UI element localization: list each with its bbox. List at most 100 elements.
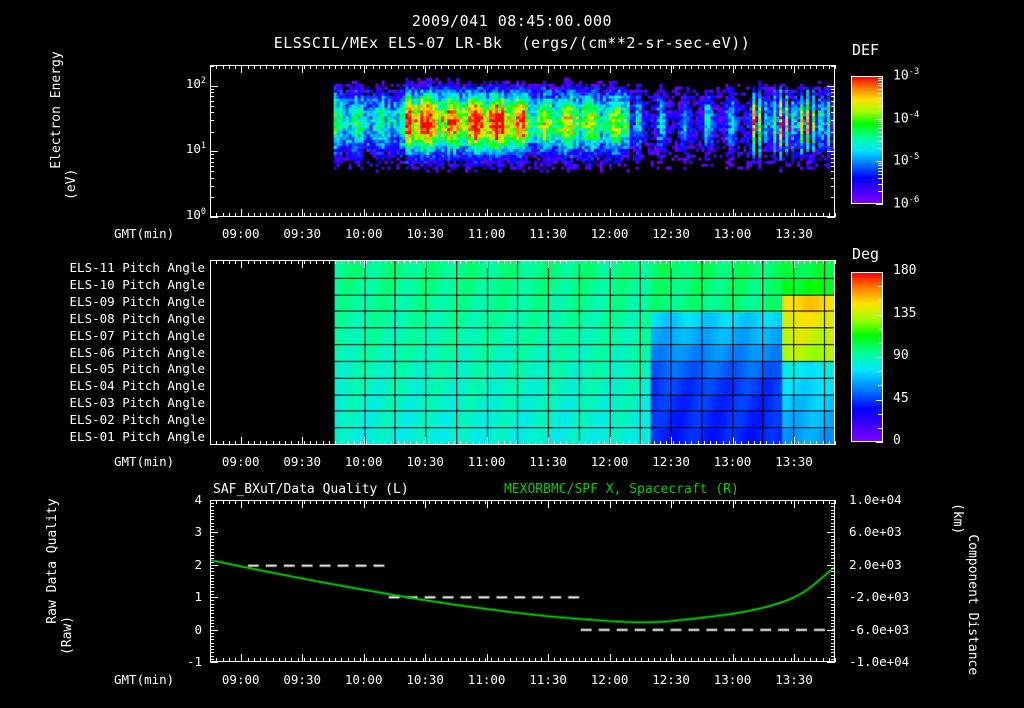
tick-mark <box>404 441 405 445</box>
pitch-angle-panel[interactable] <box>210 260 835 445</box>
tick-mark <box>210 158 214 159</box>
tick-mark <box>798 213 799 217</box>
tick-mark <box>804 441 805 445</box>
electron-energy-spectrogram-panel[interactable] <box>210 65 835 217</box>
panel2-x-tick-label: 13:30 <box>775 454 813 469</box>
tick-mark <box>598 658 599 662</box>
tick-mark <box>831 643 835 644</box>
tick-mark <box>485 65 486 69</box>
tick-mark <box>210 101 214 102</box>
tick-mark <box>685 65 686 69</box>
tick-mark <box>766 441 767 445</box>
tick-mark <box>666 441 667 445</box>
tick-mark <box>210 166 214 167</box>
tick-mark <box>548 65 549 73</box>
tick-mark <box>823 658 824 662</box>
tick-mark <box>260 441 261 445</box>
tick-mark <box>773 65 774 69</box>
tick-mark <box>473 260 474 264</box>
tick-mark <box>210 646 214 647</box>
tick-mark <box>216 65 217 69</box>
tick-mark <box>516 213 517 217</box>
panel3-left-y-tick-label: 4 <box>194 492 202 507</box>
tick-mark <box>710 65 711 69</box>
tick-mark <box>710 260 711 264</box>
tick-mark <box>360 441 361 445</box>
tick-mark <box>454 500 455 504</box>
tick-mark <box>310 260 311 264</box>
tick-mark <box>698 500 699 504</box>
panel1-y-axis-label: Electron Energy (eV) <box>49 51 79 200</box>
tick-mark <box>429 260 430 264</box>
tick-mark <box>673 213 674 217</box>
tick-mark <box>210 441 211 445</box>
tick-mark <box>735 213 736 217</box>
tick-mark <box>223 213 224 217</box>
colorbar-minor-tick <box>878 165 883 166</box>
tick-mark <box>466 65 467 69</box>
tick-mark <box>654 260 655 264</box>
tick-mark <box>479 65 480 69</box>
tick-mark <box>729 441 730 445</box>
tick-mark <box>425 209 426 217</box>
tick-mark <box>423 658 424 662</box>
tick-mark <box>435 441 436 445</box>
tick-mark <box>623 65 624 69</box>
tick-mark <box>671 437 672 445</box>
tick-mark <box>487 500 488 508</box>
tick-mark <box>760 65 761 69</box>
tick-mark <box>210 519 214 520</box>
tick-mark <box>710 500 711 504</box>
tick-mark <box>210 555 214 556</box>
tick-mark <box>510 260 511 264</box>
tick-mark <box>423 500 424 504</box>
tick-mark <box>591 260 592 264</box>
tick-mark <box>816 500 817 504</box>
tick-mark <box>210 591 214 592</box>
tick-mark <box>554 441 555 445</box>
tick-mark <box>210 620 214 621</box>
tick-mark <box>733 437 734 445</box>
tick-mark <box>304 500 305 504</box>
tick-mark <box>304 65 305 69</box>
tick-mark <box>348 500 349 504</box>
tick-mark <box>316 213 317 217</box>
tick-mark <box>485 213 486 217</box>
tick-mark <box>831 587 835 588</box>
tick-mark <box>831 607 835 608</box>
tick-mark <box>364 437 365 445</box>
tick-mark <box>835 441 836 445</box>
tick-mark <box>364 260 365 268</box>
tick-mark <box>831 646 835 647</box>
tick-mark <box>273 441 274 445</box>
tick-mark <box>585 213 586 217</box>
tick-mark <box>354 500 355 504</box>
tick-mark <box>566 65 567 69</box>
tick-mark <box>798 65 799 69</box>
tick-mark <box>210 154 214 155</box>
tick-mark <box>541 658 542 662</box>
tick-mark <box>660 500 661 504</box>
tick-mark <box>323 658 324 662</box>
tick-mark <box>831 562 835 563</box>
tick-mark <box>460 260 461 264</box>
tick-mark <box>229 441 230 445</box>
tick-mark <box>829 65 830 69</box>
def-colorbar-tick-label: 10-5 <box>893 152 920 169</box>
tick-mark <box>654 658 655 662</box>
panel1-x-tick-label: 12:00 <box>590 226 629 241</box>
colorbar-minor-tick <box>878 89 883 90</box>
tick-mark <box>831 552 835 553</box>
tick-mark <box>573 441 574 445</box>
tick-mark <box>329 658 330 662</box>
tick-mark <box>391 213 392 217</box>
tick-mark <box>410 260 411 264</box>
tick-mark <box>210 652 214 653</box>
tick-mark <box>629 65 630 69</box>
colorbar-minor-tick <box>878 132 883 133</box>
tick-mark <box>591 441 592 445</box>
tick-mark <box>210 581 214 582</box>
tick-mark <box>641 658 642 662</box>
data-quality-distance-panel[interactable] <box>210 500 835 662</box>
tick-mark <box>654 441 655 445</box>
